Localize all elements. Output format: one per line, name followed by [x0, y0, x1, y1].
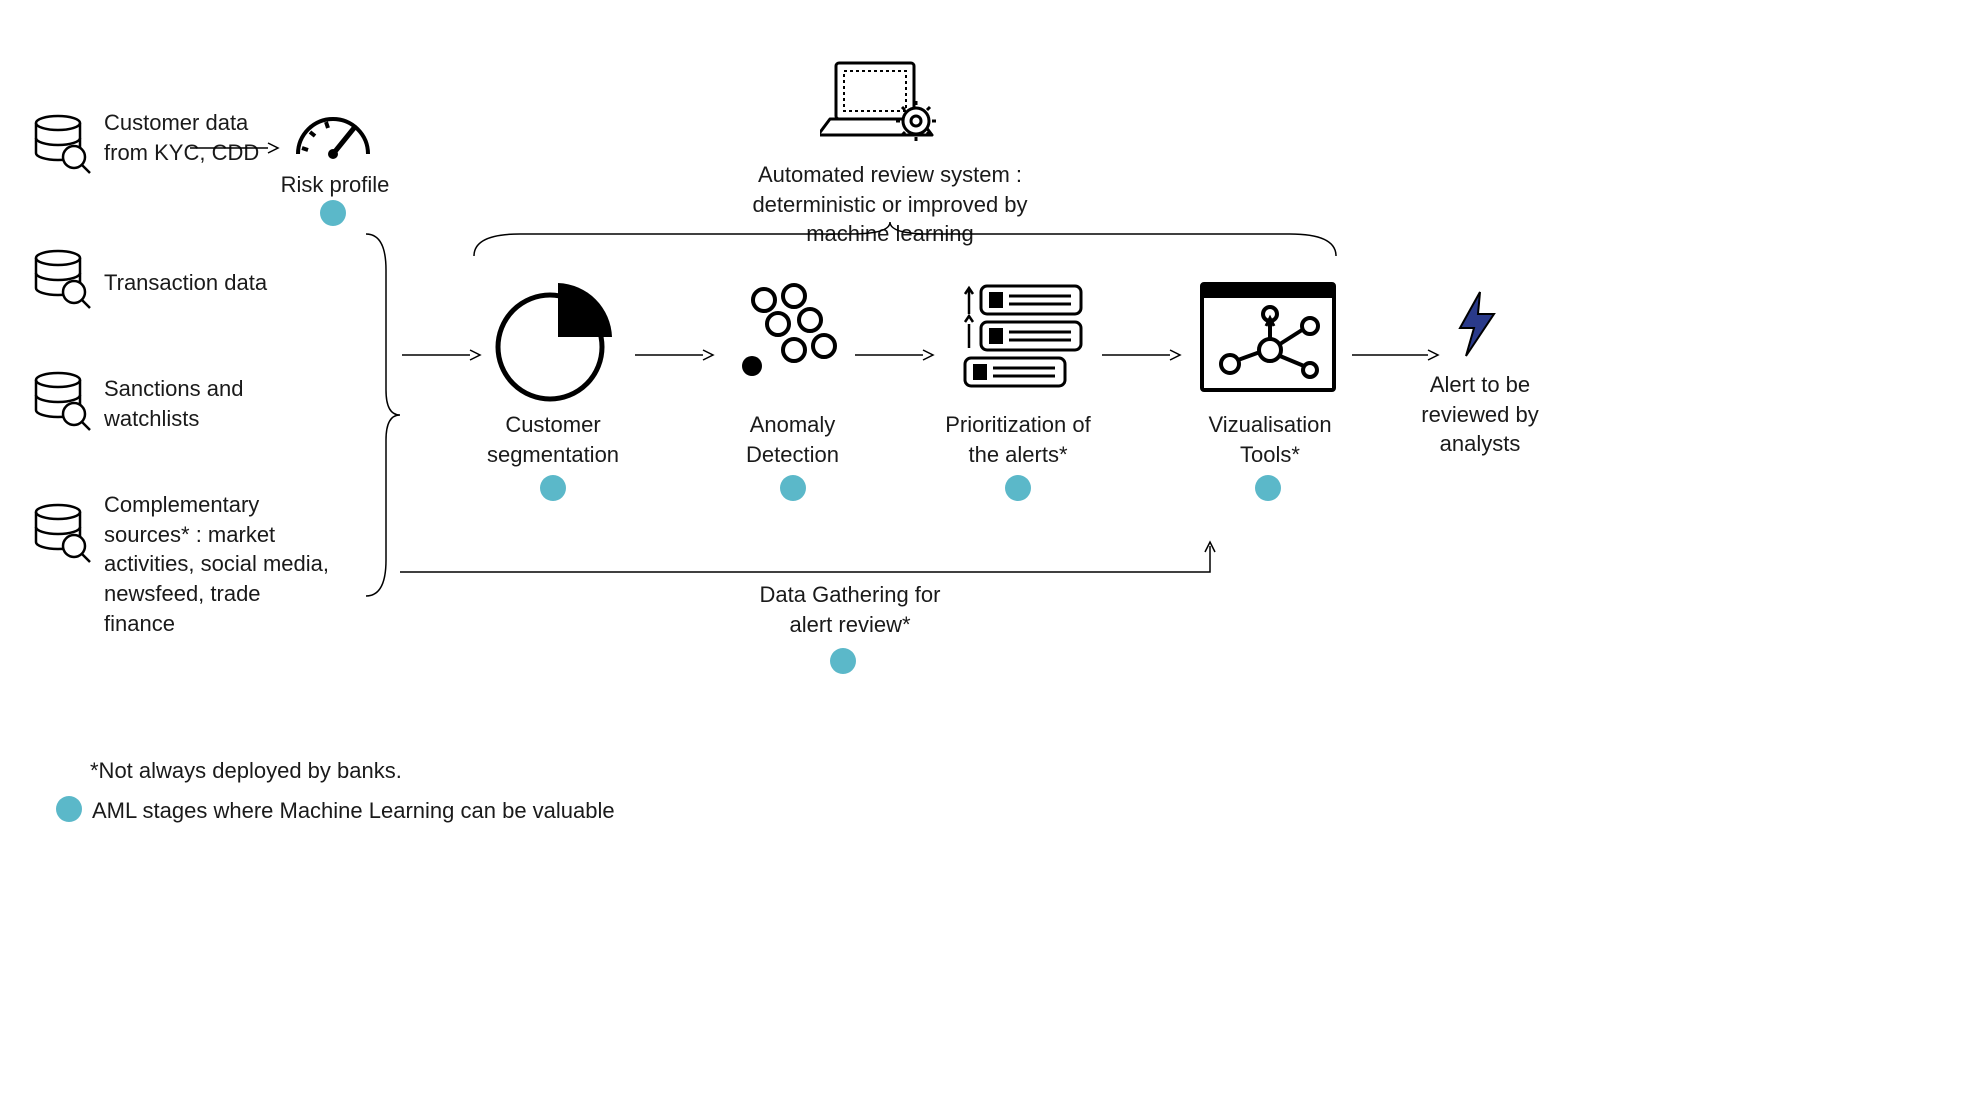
db-search-icon: [30, 248, 94, 312]
db-search-icon: [30, 113, 94, 177]
arrow-icon: [635, 347, 715, 363]
arrow-icon: [855, 347, 935, 363]
laptop-gear-icon: [820, 55, 940, 155]
stage-anomaly-label: Anomaly Detection: [725, 410, 860, 469]
source-kyc-label: Customer data from KYC, CDD: [104, 108, 274, 167]
data-gathering-label: Data Gathering for alert review*: [740, 580, 960, 639]
stage-prioritization-label: Prioritization of the alerts*: [928, 410, 1108, 469]
source-sanctions-label: Sanctions and watchlists: [104, 374, 274, 433]
source-txn-label: Transaction data: [104, 268, 304, 298]
scatter-icon: [730, 280, 850, 390]
gauge-icon: [290, 98, 376, 168]
priority-list-icon: [945, 280, 1095, 400]
stage-visualization-label: Vizualisation Tools*: [1200, 410, 1340, 469]
ml-dot-visualization: [1255, 475, 1281, 501]
alert-label: Alert to be reviewed by analysts: [1410, 370, 1550, 459]
ml-dot-prioritization: [1005, 475, 1031, 501]
bracket-top: [470, 220, 1340, 260]
graph-frame-icon: [1198, 280, 1338, 395]
ml-dot-anomaly: [780, 475, 806, 501]
ml-dot-segmentation: [540, 475, 566, 501]
footnote-asterisk: *Not always deployed by banks.: [90, 758, 402, 784]
arrow-icon: [1102, 347, 1182, 363]
footnote-ml: AML stages where Machine Learning can be…: [92, 798, 615, 824]
arrow-icon: [402, 347, 482, 363]
lightning-icon: [1452, 290, 1502, 360]
stage-segmentation-label: Customer segmentation: [478, 410, 628, 469]
arrow-icon: [1352, 347, 1440, 363]
arrow-icon: [190, 140, 280, 156]
db-search-icon: [30, 502, 94, 566]
risk-profile-label: Risk profile: [280, 170, 390, 200]
source-complementary-label: Complementary sources* : market activiti…: [104, 490, 334, 638]
legend-ml-dot: [56, 796, 82, 822]
db-search-icon: [30, 370, 94, 434]
bracket-left: [362, 230, 402, 600]
ml-dot-data-gathering: [830, 648, 856, 674]
data-gathering-path: [400, 540, 1230, 580]
ml-dot-risk: [320, 200, 346, 226]
pie-icon: [490, 275, 620, 405]
